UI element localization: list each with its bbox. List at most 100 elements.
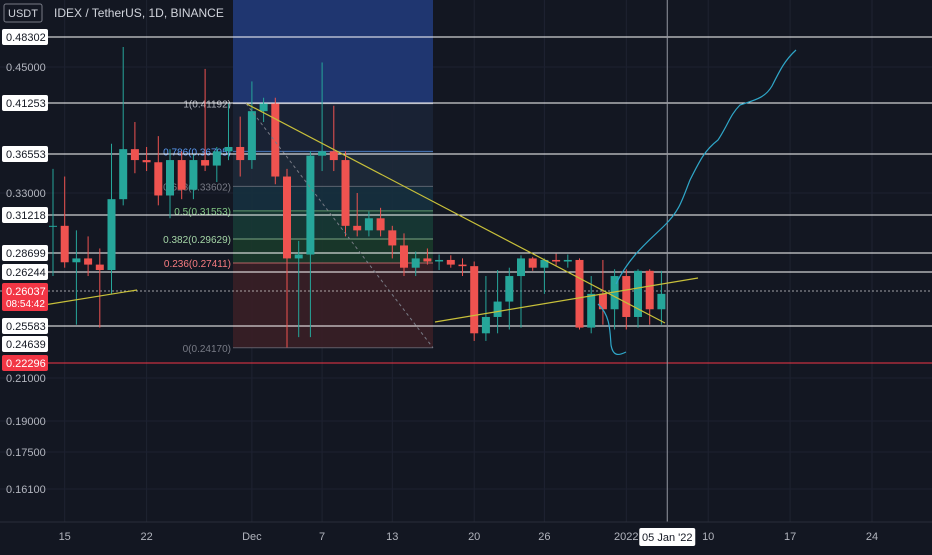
fib-zone <box>233 262 433 348</box>
candle[interactable] <box>130 149 139 161</box>
candle[interactable] <box>493 301 502 317</box>
fib-level-label: 0.236(0.27411) <box>164 259 231 270</box>
candle[interactable] <box>645 270 654 310</box>
fib-level-label: 1(0.41192) <box>183 100 231 111</box>
level-label: 0.41253 <box>6 98 46 110</box>
level-label: 0.26244 <box>6 267 46 279</box>
ascending-trendline-right[interactable] <box>434 277 699 323</box>
candle[interactable] <box>446 259 455 265</box>
candle[interactable] <box>470 266 479 334</box>
candle[interactable] <box>306 155 315 255</box>
candle[interactable] <box>166 160 174 196</box>
candle[interactable] <box>95 264 104 271</box>
level-label: 0.31218 <box>6 210 46 222</box>
level-label-bg <box>2 29 48 45</box>
candle[interactable] <box>49 225 57 227</box>
time-axis-bg <box>0 522 932 550</box>
level-label-bg <box>2 146 48 162</box>
candle[interactable] <box>388 230 397 246</box>
level-label: 0.28699 <box>6 248 46 260</box>
candle[interactable] <box>610 276 619 310</box>
candle[interactable] <box>177 160 186 190</box>
candle[interactable] <box>458 264 467 267</box>
fibonacci-retracement: 1(0.41192)0.786(0.36795)0.618(0.33602)0.… <box>163 0 433 355</box>
x-tick-label: 20 <box>468 531 480 543</box>
candle[interactable] <box>341 160 350 226</box>
current-price-label: 0.26037 <box>6 286 46 298</box>
candle[interactable] <box>84 258 93 265</box>
candle[interactable] <box>142 160 151 163</box>
candle[interactable] <box>119 149 128 200</box>
candle[interactable] <box>575 259 584 328</box>
y-tick-label: 0.16100 <box>6 484 46 496</box>
candle[interactable] <box>236 146 245 161</box>
candle[interactable] <box>563 259 572 262</box>
candle[interactable] <box>411 258 420 268</box>
candle[interactable] <box>517 258 525 277</box>
y-tick-label: 0.17500 <box>6 447 46 459</box>
x-tick-label: 24 <box>866 531 878 543</box>
candle[interactable] <box>247 111 256 161</box>
candle[interactable] <box>72 258 81 263</box>
fib-zone <box>233 186 433 211</box>
candle[interactable] <box>60 225 69 263</box>
candle[interactable] <box>212 151 221 166</box>
candle[interactable] <box>283 176 291 259</box>
candle[interactable] <box>400 245 408 268</box>
candle[interactable] <box>552 259 561 262</box>
x-tick-label: 15 <box>59 531 71 543</box>
crosshair-date-bg <box>639 528 696 546</box>
candle[interactable] <box>376 218 385 231</box>
y-tick-label: 0.33000 <box>6 188 46 200</box>
level-label: 0.25583 <box>6 321 46 333</box>
bullish-projection[interactable] <box>615 49 797 285</box>
candle[interactable] <box>353 225 362 231</box>
candle[interactable] <box>294 254 303 259</box>
bearish-projection[interactable] <box>597 303 627 356</box>
chart-header: USDT IDEX / TetherUS, 1D, BINANCE <box>3 3 224 23</box>
candle[interactable] <box>259 103 268 112</box>
candle[interactable] <box>587 293 596 328</box>
currency-label: USDT <box>8 8 38 20</box>
level-label-bg <box>2 245 48 261</box>
x-tick-label: 26 <box>538 531 550 543</box>
current-price-badge[interactable] <box>2 283 48 311</box>
candle[interactable] <box>224 146 233 152</box>
descending-trendline[interactable] <box>245 103 666 324</box>
candle[interactable] <box>154 162 163 196</box>
symbol-title: IDEX / TetherUS, 1D, BINANCE <box>54 6 224 20</box>
candle[interactable] <box>657 293 666 310</box>
y-tick-label: 0.19000 <box>6 416 46 428</box>
candle[interactable] <box>364 218 373 231</box>
fib-level-label: 0.5(0.31553) <box>174 207 231 218</box>
candle[interactable] <box>271 103 280 177</box>
candle[interactable] <box>107 199 116 271</box>
fib-zone <box>233 210 433 239</box>
candle[interactable] <box>598 293 607 310</box>
x-tick-label: 7 <box>319 531 325 543</box>
candle[interactable] <box>189 160 198 190</box>
ascending-trendline-left[interactable] <box>43 289 138 306</box>
candle[interactable] <box>329 151 338 161</box>
candle[interactable] <box>505 276 514 302</box>
candle[interactable] <box>634 270 642 317</box>
currency-badge[interactable] <box>3 3 43 23</box>
grid <box>0 0 932 522</box>
candle[interactable] <box>435 259 444 262</box>
level-label-bg <box>2 207 48 223</box>
candle[interactable] <box>318 151 327 156</box>
candle[interactable] <box>481 316 490 334</box>
y-tick-label: 0.45000 <box>6 62 46 74</box>
candle[interactable] <box>622 276 631 317</box>
candle[interactable] <box>528 258 537 268</box>
candle[interactable] <box>423 258 432 262</box>
level-label-bg <box>2 336 48 352</box>
x-tick-label: 17 <box>784 531 796 543</box>
crosshair-date-label: 05 Jan '22 <box>642 532 692 544</box>
candle[interactable] <box>201 160 210 166</box>
support-price-badge[interactable] <box>2 355 48 371</box>
candle[interactable] <box>540 259 549 268</box>
level-label: 0.48302 <box>6 32 46 44</box>
